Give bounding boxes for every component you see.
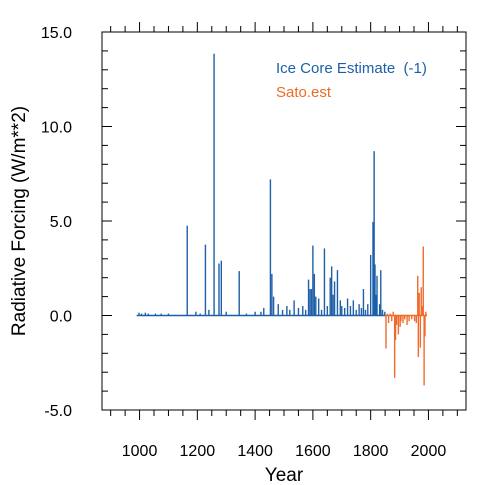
x-tick-label: 1800: [353, 443, 389, 460]
legend: Ice Core Estimate (-1) Sato.est: [276, 60, 427, 101]
x-tick-label: 1400: [237, 443, 273, 460]
y-tick-label: 0.0: [50, 309, 72, 326]
y-tick-label: 10.0: [41, 120, 72, 137]
x-tick-label: 1600: [295, 443, 331, 460]
y-tick-label: -5.0: [44, 403, 72, 420]
plot-frame: [101, 31, 467, 411]
x-tick-label: 1000: [122, 443, 158, 460]
series-sato: [385, 246, 427, 386]
y-tick-label: 15.0: [41, 25, 72, 42]
legend-entry-sato: Sato.est: [276, 84, 332, 101]
legend-entry-ice-core: Ice Core Estimate (-1): [276, 60, 427, 77]
y-axis-label: Radiative Forcing (W/m**2): [9, 106, 30, 336]
x-axis-label: Year: [265, 465, 304, 485]
x-tick-label: 1200: [180, 443, 216, 460]
tick-labels: 1000 1200 1400 1600 1800 2000 -5.0 0.0 5.0 10.0 15…: [41, 25, 446, 460]
y-tick-label: 5.0: [50, 214, 72, 231]
plot-area: [136, 53, 427, 386]
x-tick-label: 2000: [411, 443, 447, 460]
series-ice-core: [136, 53, 386, 317]
tick-marks: [102, 22, 466, 420]
